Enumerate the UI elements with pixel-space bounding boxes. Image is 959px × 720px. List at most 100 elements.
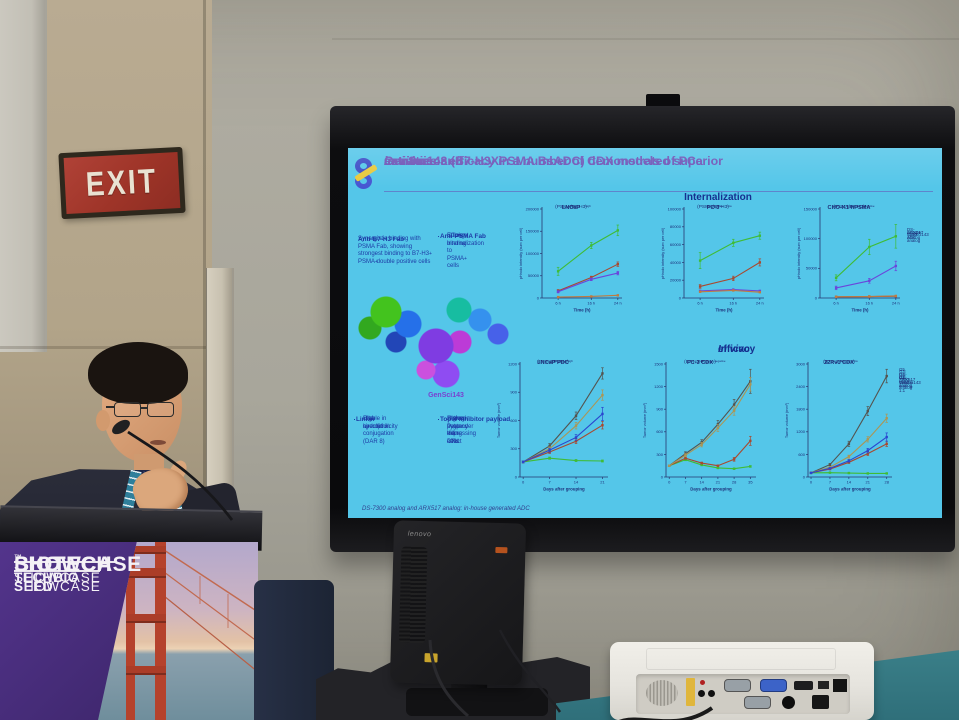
techbio-showcase-line2: SHOWCASE bbox=[14, 570, 101, 585]
din-port bbox=[782, 696, 795, 709]
chart-subtitle: (PSMA high/B7-H3 high) bbox=[555, 204, 591, 210]
svg-text:Tumor volume (mm³): Tumor volume (mm³) bbox=[497, 402, 501, 438]
svg-text:21: 21 bbox=[716, 480, 721, 485]
svg-text:1200: 1200 bbox=[654, 384, 664, 389]
bridge-tower bbox=[126, 542, 166, 720]
techbio-showcase-line1: TECHBIO bbox=[14, 570, 79, 585]
chart-internalization-lncap: LNCaP (PSMA high/B7-H3 high) 0 50000 100000 1… bbox=[516, 204, 626, 327]
svg-text:24 h: 24 h bbox=[614, 301, 622, 306]
glasses-temple bbox=[106, 406, 115, 408]
chart-internalization-cho: CHO-K1-hPSMA (PSMA high/B7-H3 negative) 0 5… bbox=[797, 204, 929, 313]
svg-text:3000: 3000 bbox=[796, 361, 806, 366]
ethernet-port bbox=[833, 679, 847, 692]
projector-seam bbox=[646, 648, 836, 670]
svg-text:6 h: 6 h bbox=[697, 301, 703, 306]
svg-text:100000: 100000 bbox=[804, 236, 818, 241]
wall-seam bbox=[0, 346, 212, 349]
chart-title: PC-3 bbox=[706, 205, 720, 211]
svg-text:0: 0 bbox=[668, 480, 671, 485]
audio-jack bbox=[708, 690, 715, 697]
section-internalization: Internalization bbox=[684, 192, 752, 203]
svg-text:Tumor volume (mm³): Tumor volume (mm³) bbox=[785, 402, 789, 438]
monitor-label bbox=[495, 546, 508, 554]
svg-text:28: 28 bbox=[884, 480, 889, 485]
power-inlet bbox=[812, 695, 829, 709]
chart-title: PC-3 CDX bbox=[686, 360, 714, 366]
chart-internalization-pc3: PC-3 (PSMA negative/B7-H3 low) 0 20000 40000… bbox=[658, 204, 768, 327]
antibody-structure-image bbox=[356, 294, 526, 392]
svg-text:24 h: 24 h bbox=[756, 301, 764, 306]
audio-jack bbox=[698, 690, 705, 697]
svg-text:50000: 50000 bbox=[528, 273, 540, 278]
chart-subtitle: (PSMA high/B7-H3 negative) bbox=[833, 204, 875, 210]
glasses-lens bbox=[114, 402, 141, 417]
svg-text:pHrodo intensity (sum per cell: pHrodo intensity (sum per cell) bbox=[797, 227, 801, 279]
svg-text:50000: 50000 bbox=[806, 266, 818, 271]
svg-text:1200: 1200 bbox=[796, 429, 806, 434]
svg-text:1800: 1800 bbox=[796, 407, 806, 412]
svg-text:0: 0 bbox=[679, 295, 682, 300]
monitor-base bbox=[406, 688, 548, 716]
svg-text:Days after grouping: Days after grouping bbox=[829, 487, 871, 492]
svg-text:1200: 1200 bbox=[508, 361, 518, 366]
glasses-lens bbox=[147, 402, 174, 417]
svg-text:35: 35 bbox=[748, 480, 753, 485]
svg-text:Tumor volume (mm³): Tumor volume (mm³) bbox=[643, 402, 647, 438]
svg-text:150000: 150000 bbox=[804, 206, 818, 211]
svg-text:600: 600 bbox=[510, 418, 517, 423]
usb-port bbox=[818, 681, 829, 689]
svg-text:28: 28 bbox=[732, 480, 737, 485]
svg-text:0: 0 bbox=[515, 474, 518, 479]
svg-text:pHrodo intensity (sum per cell: pHrodo intensity (sum per cell) bbox=[661, 227, 665, 279]
seed-showcase-line2: SHOWCASE bbox=[14, 579, 101, 594]
svg-text:100000: 100000 bbox=[668, 206, 682, 211]
projector-vent bbox=[646, 680, 678, 706]
slide-footnote: DS-7300 analog and ARX517 analog: in-hou… bbox=[362, 506, 530, 512]
svg-text:Days after grouping: Days after grouping bbox=[543, 487, 585, 492]
exit-sign-face: EXIT bbox=[63, 152, 181, 214]
svg-text:600: 600 bbox=[656, 429, 663, 434]
svg-text:900: 900 bbox=[510, 390, 517, 395]
projector-port-panel bbox=[636, 674, 850, 714]
divider bbox=[14, 570, 100, 572]
chart-title: LNCaP bbox=[561, 205, 581, 211]
svg-text:16 h: 16 h bbox=[729, 301, 737, 306]
svg-text:14: 14 bbox=[847, 480, 852, 485]
warning-label bbox=[686, 678, 695, 706]
svg-text:6 h: 6 h bbox=[555, 301, 561, 306]
chart-invivo-lncap: LNCaP PDC (B7-H3 high PSMA high) 0 300 600 90… bbox=[494, 359, 612, 506]
bridge-beam bbox=[126, 666, 166, 675]
svg-text:0: 0 bbox=[803, 474, 806, 479]
svg-text:900: 900 bbox=[656, 407, 663, 412]
svg-text:1500: 1500 bbox=[654, 361, 664, 366]
svg-text:24 h: 24 h bbox=[892, 301, 900, 306]
confidence-monitor-back: lenovo bbox=[389, 520, 527, 686]
svg-text:Days after grouping: Days after grouping bbox=[690, 487, 732, 492]
speaker-ear bbox=[96, 410, 110, 431]
slide: GenSci143 (B7-H3XPSMA BsADC) demonstrate… bbox=[348, 148, 942, 518]
glasses-bridge bbox=[141, 407, 147, 409]
bridge-beam bbox=[126, 614, 166, 623]
chart-invivo-22rv1: 22Rv1 CDX (B7-H3 low PSMA low) 0 600 1200 180… bbox=[785, 359, 921, 492]
svg-text:2400: 2400 bbox=[796, 384, 806, 389]
svg-text:60000: 60000 bbox=[670, 242, 682, 247]
title-underline bbox=[384, 191, 933, 192]
bridge-beam bbox=[126, 568, 166, 578]
svg-text:Time (h): Time (h) bbox=[716, 308, 734, 313]
svg-text:0: 0 bbox=[522, 480, 525, 485]
chart-subtitle: (B7-H3 high PSMA high) bbox=[537, 359, 573, 365]
svg-text:16 h: 16 h bbox=[865, 301, 873, 306]
divider bbox=[14, 561, 116, 563]
bridge-cables bbox=[163, 549, 258, 673]
chart-subtitle: (B7-H3 low PSMA negative) bbox=[684, 359, 726, 365]
svg-text:0: 0 bbox=[537, 295, 540, 300]
svg-text:7: 7 bbox=[684, 480, 687, 485]
molecule-label: GenSci143 bbox=[428, 392, 464, 399]
svg-text:200000: 200000 bbox=[526, 206, 540, 211]
vga-port bbox=[724, 679, 751, 692]
hdmi-port bbox=[794, 681, 813, 690]
svg-text:20000: 20000 bbox=[670, 278, 682, 283]
svg-text:Time (h): Time (h) bbox=[574, 308, 592, 313]
svg-text:80000: 80000 bbox=[670, 224, 682, 229]
